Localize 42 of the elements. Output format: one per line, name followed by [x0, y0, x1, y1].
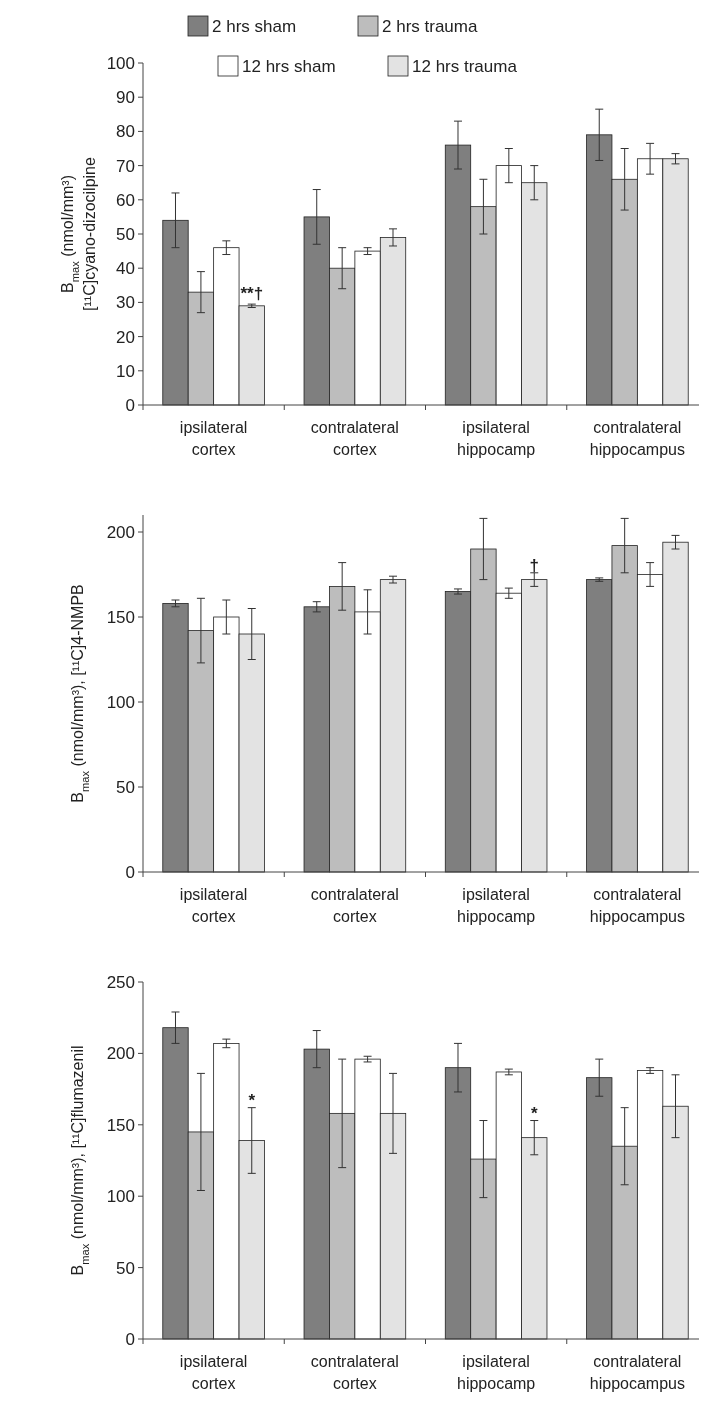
y-tick-label: 60 — [116, 190, 135, 210]
annotation: * — [530, 1104, 538, 1124]
x-tick-label: ipsilateral hippocamp — [456, 419, 536, 458]
x-tick-label: ipsilateral cortex — [179, 419, 248, 458]
y-tick-label: 150 — [106, 607, 135, 627]
x-tick-label: contralateral hippocampus — [589, 886, 685, 925]
x-tick-label: ipsilateral cortex — [179, 1353, 248, 1392]
y-tick-label: 0 — [125, 1329, 135, 1349]
y-tick-label: 0 — [125, 862, 135, 882]
annotation: **† — [240, 283, 264, 303]
annotation: * — [248, 1091, 256, 1111]
legend-label: 12 hrs sham — [242, 57, 336, 76]
legend-label: 12 hrs trauma — [412, 57, 518, 76]
y-tick-label: 80 — [116, 122, 135, 142]
y-tick-label: 50 — [116, 1258, 135, 1278]
y-tick-label: 200 — [106, 522, 135, 542]
y-tick-label: 10 — [116, 361, 135, 381]
y-tick-label: 40 — [116, 259, 135, 279]
y-tick-label: 0 — [125, 395, 135, 415]
y-tick-label: 100 — [106, 692, 135, 712]
x-tick-label: contralateral cortex — [310, 1353, 399, 1392]
x-tick-label: ipsilateral hippocamp — [456, 886, 536, 925]
y-tick-label: 70 — [116, 156, 135, 176]
x-tick-label: contralateral cortex — [310, 886, 399, 925]
y-tick-label: 50 — [116, 224, 135, 244]
x-tick-label: contralateral cortex — [310, 419, 399, 458]
y-tick-label: 100 — [106, 53, 135, 73]
annotation: † — [529, 556, 539, 576]
x-tick-label: ipsilateral cortex — [179, 886, 248, 925]
y-tick-label: 50 — [116, 777, 135, 797]
x-tick-label: contralateral hippocampus — [589, 1353, 685, 1392]
y-tick-label: 30 — [116, 293, 135, 313]
y-tick-label: 150 — [106, 1115, 135, 1135]
y-tick-label: 200 — [106, 1044, 135, 1064]
y-tick-label: 100 — [106, 1187, 135, 1207]
y-tick-label: 250 — [106, 972, 135, 992]
x-tick-label: contralateral hippocampus — [589, 419, 685, 458]
y-tick-label: 20 — [116, 327, 135, 347]
x-tick-label: ipsilateral hippocamp — [456, 1353, 536, 1392]
legend-label: 2 hrs sham — [212, 17, 297, 36]
y-tick-label: 90 — [116, 88, 135, 108]
legend-label: 2 hrs trauma — [382, 17, 478, 36]
